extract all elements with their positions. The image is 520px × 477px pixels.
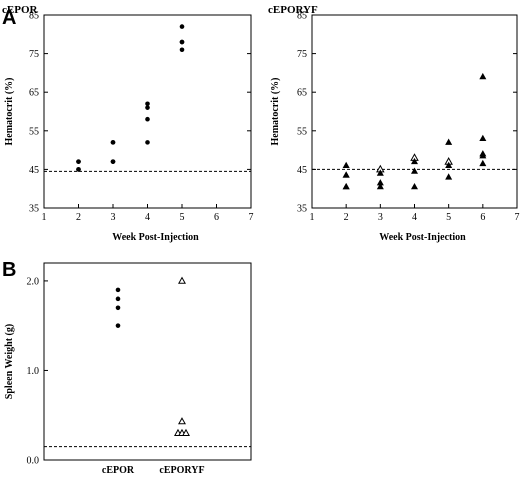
data-point (110, 140, 116, 145)
x-axis-label: Week Post-Injection (379, 232, 466, 243)
data-point (145, 140, 150, 145)
data-point (179, 24, 185, 29)
x-tick-label: 2 (344, 212, 349, 223)
data-point (178, 276, 186, 284)
data-point (115, 287, 121, 293)
x-tick-label: 6 (480, 212, 485, 223)
y-tick-label: 65 (297, 88, 307, 99)
x-tick-label: 7 (515, 212, 520, 223)
x-tick-label: 3 (378, 212, 383, 223)
data-point (376, 169, 384, 176)
data-point (179, 47, 185, 53)
y-tick-label: 45 (29, 165, 39, 176)
data-point (445, 173, 453, 180)
panel-label-a: A (2, 7, 16, 29)
y-tick-label: 65 (29, 88, 39, 99)
data-point (479, 72, 487, 80)
x-category-label: cEPOR (102, 465, 135, 476)
data-point (115, 296, 121, 302)
data-point (145, 105, 150, 110)
y-tick-label: 55 (297, 126, 307, 137)
spleen-weight-chart: 0.0 1.0 2.0 cEPOR cEPORYF Spleen Weight (g) (4, 262, 252, 476)
y-tick-label: 75 (297, 49, 307, 60)
x-tick-label: 2 (76, 212, 81, 223)
y-tick-label: 45 (297, 165, 307, 176)
data-point (410, 157, 419, 165)
plot-frame (43, 14, 252, 209)
x-tick-label: 4 (412, 212, 417, 223)
x-tick-label: 5 (446, 212, 451, 223)
y-axis-label: Spleen Weight (g) (4, 324, 15, 399)
data-point (182, 428, 190, 436)
data-point (110, 159, 116, 164)
panel-label-b: B (2, 259, 16, 281)
data-point (342, 171, 350, 178)
chart-title: cEPOR (2, 4, 38, 16)
data-point (410, 182, 419, 190)
data-point (342, 182, 350, 190)
data-point (115, 305, 121, 311)
y-tick-label: 85 (297, 11, 307, 22)
y-tick-label: 75 (29, 49, 39, 60)
data-point (179, 39, 185, 45)
y-tick-label: 2.0 (27, 276, 40, 287)
chart-title: cEPORYF (268, 4, 318, 16)
y-axis-label: Hematocrit (%) (270, 77, 281, 145)
data-point (479, 134, 487, 141)
x-tick-label: 5 (180, 212, 185, 223)
x-category-label: cEPORYF (159, 465, 204, 476)
y-axis-label: Hematocrit (%) (4, 77, 15, 145)
y-tick-label: 85 (29, 11, 39, 22)
x-tick-label: 3 (111, 212, 116, 223)
x-tick-label: 4 (145, 212, 150, 223)
data-point (76, 167, 81, 172)
data-point (178, 417, 186, 425)
y-tick-label: 35 (297, 204, 307, 215)
plot-frame (43, 262, 252, 461)
x-axis-label: Week Post-Injection (112, 232, 199, 243)
data-point (342, 161, 350, 168)
y-tick-label: 1.0 (27, 366, 40, 377)
y-tick-label: 35 (29, 204, 39, 215)
data-point (376, 182, 384, 190)
data-point (145, 101, 150, 107)
x-tick-label: 1 (310, 212, 315, 223)
data-point (445, 161, 453, 168)
y-tick-label: 0.0 (27, 456, 40, 467)
y-tick-label: 55 (29, 126, 39, 137)
x-tick-label: 7 (249, 212, 254, 223)
data-point (410, 167, 419, 174)
data-point (145, 116, 150, 122)
x-tick-label: 6 (214, 212, 219, 223)
x-tick-label: 1 (42, 212, 47, 223)
data-point (479, 152, 487, 159)
data-point (479, 159, 487, 167)
data-point (115, 323, 121, 328)
data-point (76, 159, 81, 164)
data-point (445, 138, 453, 145)
plot-frame (311, 14, 518, 209)
